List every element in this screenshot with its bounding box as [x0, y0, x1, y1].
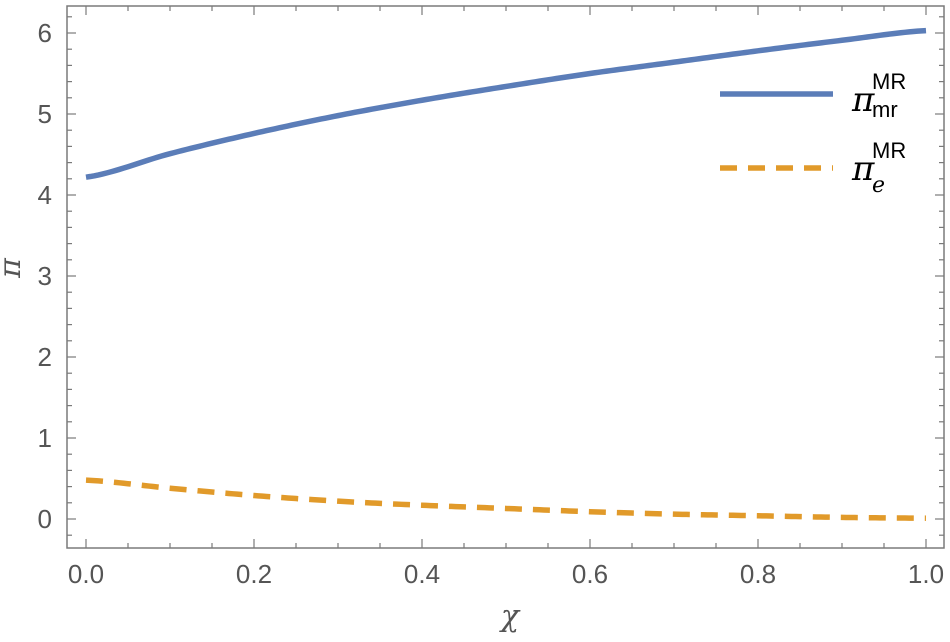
y-axis-label: π — [0, 257, 28, 279]
y-tick-label: 2 — [38, 342, 52, 372]
series-line-pi-mr — [85, 27, 927, 180]
legend-label-sub: e — [872, 173, 885, 198]
legend-label-base: π — [851, 80, 875, 120]
y-tick-label: 0 — [38, 504, 52, 534]
y-tick-label: 3 — [38, 261, 52, 291]
y-tick-label: 5 — [38, 99, 52, 129]
x-tick-label: 0.6 — [572, 559, 608, 589]
axis-ticks: 0.0 0.2 0.4 0.6 0.8 1.0 0 1 2 3 4 5 6 — [38, 6, 944, 589]
x-tick-label: 0.2 — [236, 559, 272, 589]
series-lines — [85, 27, 927, 521]
y-tick-label: 4 — [38, 180, 52, 210]
x-tick-label: 0.4 — [404, 559, 440, 589]
x-tick-label: 0.0 — [68, 559, 104, 589]
x-tick-label: 0.8 — [740, 559, 776, 589]
legend-label-base: π — [851, 149, 875, 189]
legend-label-sup: MR — [872, 138, 906, 163]
legend-label-sub: mr — [872, 97, 898, 122]
x-tick-label: 1.0 — [908, 559, 944, 589]
series-line-pi-e — [85, 477, 927, 521]
legend-label-sup: MR — [872, 69, 906, 94]
x-axis-label: χ — [499, 599, 521, 634]
y-tick-label: 6 — [38, 18, 52, 48]
y-tick-label: 1 — [38, 423, 52, 453]
